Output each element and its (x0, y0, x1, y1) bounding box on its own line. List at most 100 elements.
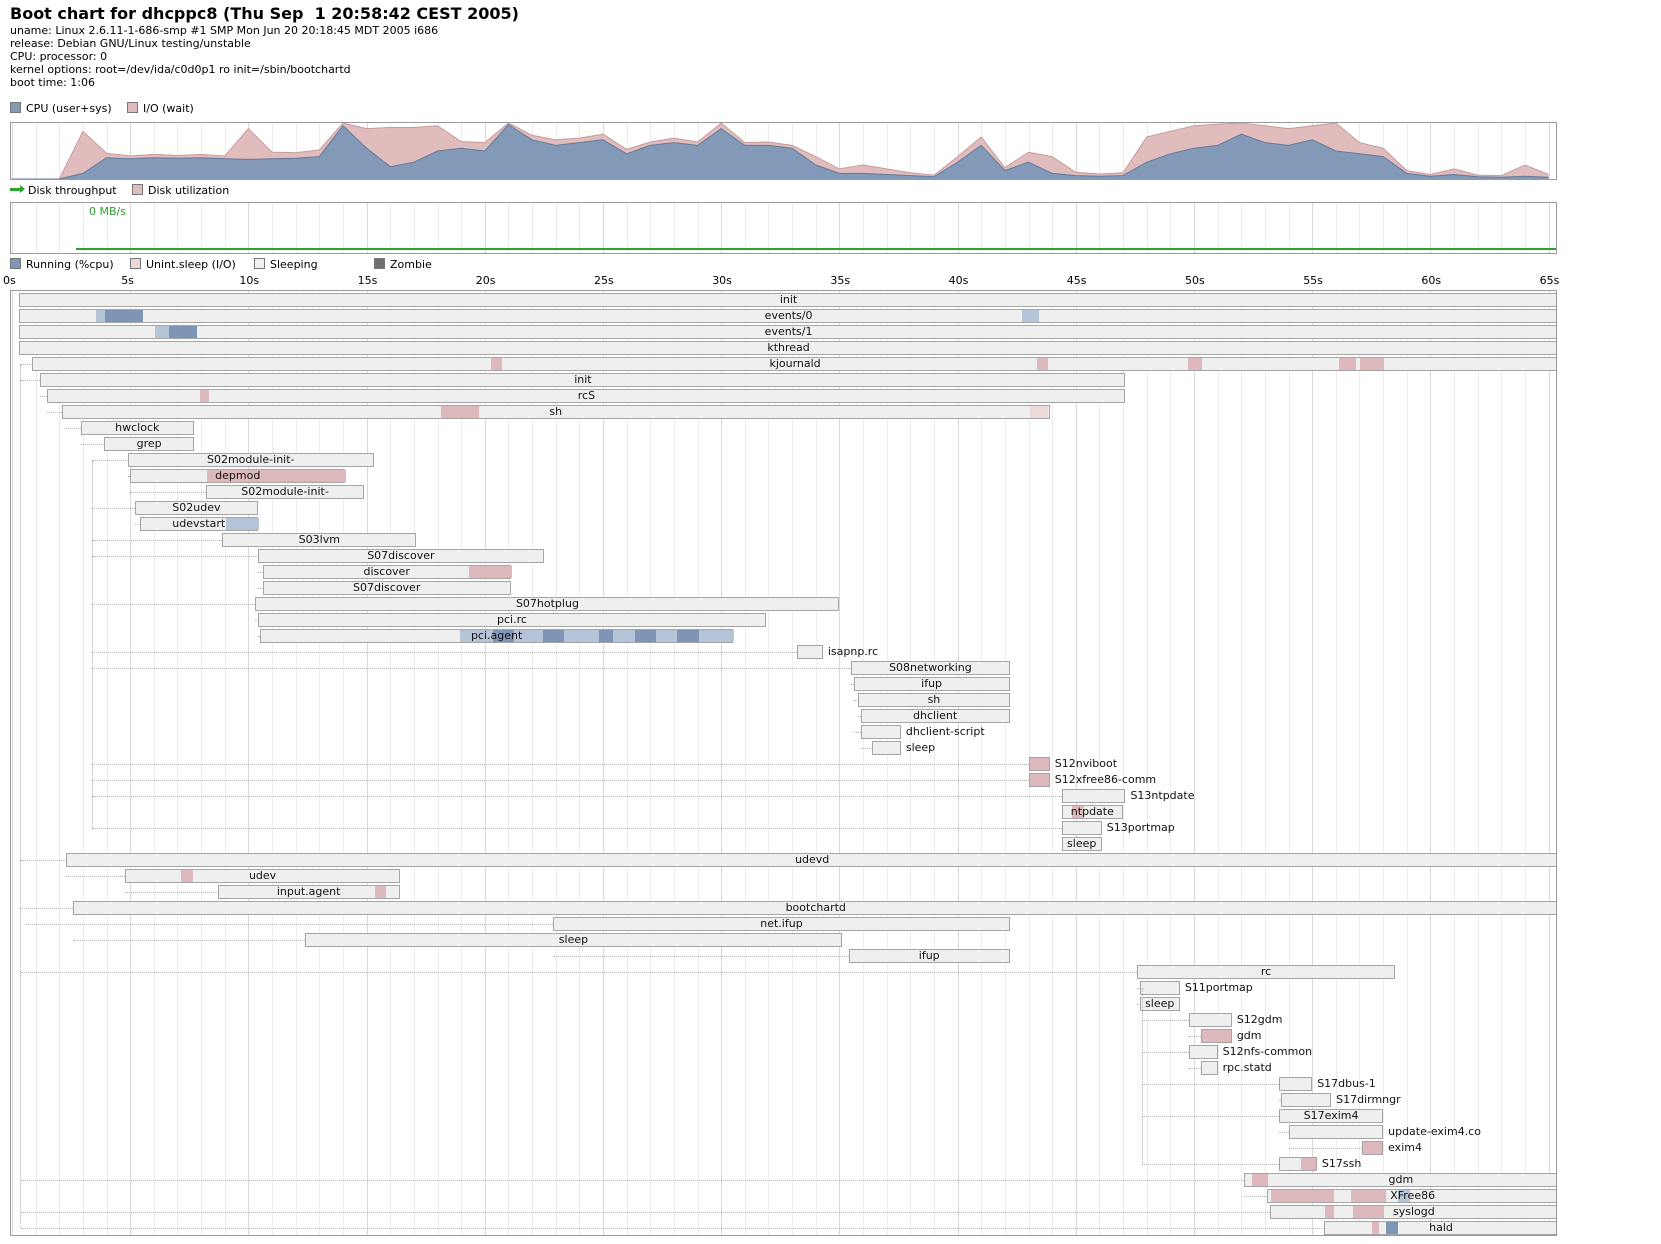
process-state-segment-io (1353, 1206, 1385, 1218)
gridline (555, 291, 557, 1235)
gridline (1075, 203, 1077, 253)
process-label: pci.agent (470, 629, 523, 642)
gridline (1170, 203, 1172, 253)
process-label: S07discover (353, 581, 421, 594)
process-label: init (779, 293, 798, 306)
process-label: dhclient (913, 709, 958, 722)
axis-tick-label: 5s (121, 274, 134, 287)
process-tree-connector (1137, 988, 1140, 989)
gridline (1454, 123, 1456, 179)
gridline (35, 123, 37, 179)
gridline (1477, 291, 1479, 1235)
gridline (981, 291, 983, 1235)
gridline (815, 203, 817, 253)
gridline (910, 203, 912, 253)
process-bar (1201, 1029, 1232, 1043)
gridline (532, 203, 534, 253)
gridline (1548, 291, 1550, 1235)
process-bar (257, 613, 767, 627)
gridline (201, 203, 203, 253)
gridline (413, 203, 415, 253)
process-state-segment-run50 (225, 518, 259, 530)
gridline (650, 203, 652, 253)
process-label: discover (363, 565, 410, 578)
process-tree-connector (1141, 1164, 1280, 1165)
gridline (1477, 203, 1479, 253)
gridline (626, 203, 628, 253)
process-bar (104, 437, 195, 451)
gridline (224, 291, 226, 1235)
process-state-segment-io (1251, 1174, 1269, 1186)
gridline (12, 123, 13, 179)
gridline (886, 291, 888, 1235)
process-tree-connector (92, 652, 797, 653)
cpu-legend: CPU (user+sys) I/O (wait) (0, 102, 1661, 115)
process-state-segment-io50 (1029, 406, 1049, 418)
process-tree-connector (1279, 1132, 1289, 1133)
unint-sleep-swatch-icon (130, 258, 141, 269)
gridline (603, 291, 604, 1235)
gridline (1335, 291, 1337, 1235)
gridline (910, 123, 912, 179)
process-label: S12xfree86-comm (1054, 773, 1157, 786)
gridline (106, 123, 108, 179)
process-state-segment-run (542, 630, 564, 642)
process-bar (217, 885, 400, 899)
gridline (12, 291, 13, 1235)
gridline (1312, 291, 1314, 1235)
disk-utilization-swatch-icon (132, 184, 143, 195)
process-bar (860, 725, 901, 739)
release-line: release: Debian GNU/Linux testing/unstab… (10, 37, 251, 50)
process-bar (305, 933, 842, 947)
gridline (1075, 291, 1077, 1235)
process-state-segment-run (634, 630, 656, 642)
process-bar (796, 645, 823, 659)
process-label: S02module-init- (241, 485, 329, 498)
gridline (1359, 203, 1361, 253)
gridline (603, 203, 604, 253)
gridline (1288, 291, 1290, 1235)
process-bar (1061, 837, 1102, 851)
process-label: S13portmap (1106, 821, 1175, 834)
cpu-legend-swatch-icon (10, 102, 21, 113)
gridline (1524, 203, 1526, 253)
process-tree-connector (40, 396, 48, 397)
gridline (130, 123, 132, 179)
process-bar (1269, 1205, 1556, 1219)
process-label: S17ssh (1321, 1157, 1362, 1170)
gridline (744, 203, 746, 253)
running-label: Running (%cpu) (26, 258, 114, 271)
process-bar (1288, 1125, 1384, 1139)
process-bar (19, 293, 1556, 307)
process-tree-connector (80, 444, 105, 445)
process-bar (1137, 965, 1395, 979)
process-tree-connector (21, 1180, 1244, 1181)
process-state-segment-io (440, 406, 479, 418)
process-state-segment-run (492, 630, 515, 642)
disk-utilization-label: Disk utilization (148, 184, 230, 197)
gridline (933, 123, 935, 179)
process-state-segment-run (169, 326, 198, 338)
axis-tick-label: 65s (1539, 274, 1560, 287)
process-bar (1061, 821, 1102, 835)
process-state-segment-run50 (95, 310, 106, 322)
disk-throughput-line-icon (10, 184, 26, 195)
process-label: S13ntpdate (1130, 789, 1195, 802)
gridline (886, 123, 888, 179)
process-label: input.agent (276, 885, 341, 898)
cpu-io-area-svg (12, 123, 1549, 179)
process-label: ifup (921, 677, 943, 690)
process-bar (32, 357, 1556, 371)
gridline (839, 291, 841, 1235)
process-label: sh (927, 693, 941, 706)
process-bar (858, 693, 1010, 707)
process-label: events/1 (764, 325, 813, 338)
process-bar (1189, 1013, 1232, 1027)
gridline (12, 203, 13, 253)
process-state-segment-run50 (459, 630, 493, 642)
process-bar (1028, 773, 1050, 787)
gridline (177, 203, 179, 253)
gridline (59, 123, 61, 179)
process-label: kjournald (769, 357, 821, 370)
